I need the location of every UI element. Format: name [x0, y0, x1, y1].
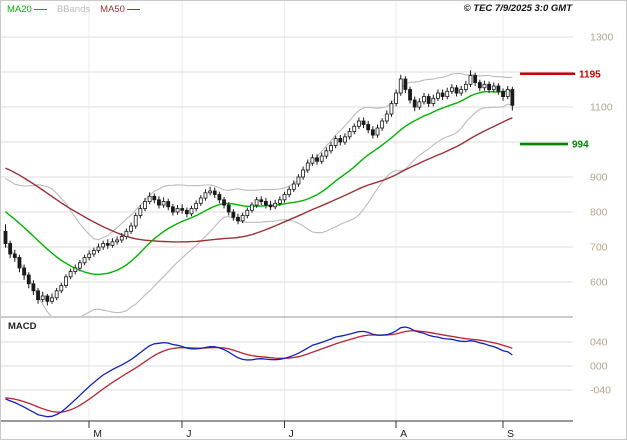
svg-text:-040: -040: [590, 385, 611, 397]
legend-item-ma20: MA20: [7, 4, 47, 15]
x-axis: [1, 316, 573, 428]
vertical-gridlines: [88, 1, 504, 421]
svg-text:800: 800: [590, 207, 608, 219]
macd-gridlines: [1, 341, 573, 391]
macd-line: [5, 326, 513, 418]
month-label: S: [507, 428, 514, 440]
legend-item-bbands: BBands: [57, 4, 90, 15]
macd-panel-label: MACD: [8, 321, 37, 332]
resistance-level-line: 1195: [520, 69, 601, 80]
ma50-line: [5, 117, 513, 243]
legend-ma50-label: MA50: [100, 4, 125, 15]
legend-bbands-label: BBands: [56, 4, 91, 15]
svg-text:1300: 1300: [590, 32, 614, 44]
ma50-legend-line: [126, 9, 140, 10]
ma20-legend-line: [33, 9, 47, 10]
svg-text:040: 040: [590, 337, 608, 349]
month-label: J: [289, 428, 294, 440]
bollinger-upper-line: [5, 72, 513, 241]
price-axis-labels: 1300 1100 900 800 700 600: [590, 32, 614, 289]
legend: MA20 BBands MA50: [7, 4, 140, 15]
support-level-line: 994: [520, 140, 589, 151]
candlestick-series: [3, 70, 515, 306]
svg-text:900: 900: [590, 172, 608, 184]
svg-text:700: 700: [590, 242, 608, 254]
price-gridlines: [1, 36, 573, 283]
legend-item-ma50: MA50: [100, 4, 140, 15]
month-label: A: [400, 428, 407, 440]
ma20-line: [5, 90, 513, 276]
svg-text:000: 000: [590, 361, 608, 373]
macd-signal-line: [5, 330, 513, 413]
macd-axis-labels: 040 000 -040: [590, 337, 611, 397]
month-label: J: [186, 428, 191, 440]
legend-ma20-label: MA20: [7, 4, 32, 15]
svg-text:600: 600: [590, 277, 608, 289]
support-level-label: 994: [572, 140, 589, 151]
month-label: M: [93, 428, 102, 440]
copyright-text: © TEC 7/9/2025 3:0 GMT: [463, 3, 572, 14]
svg-text:1100: 1100: [590, 102, 613, 114]
resistance-level-label: 1195: [579, 69, 601, 80]
bollinger-lower-line: [5, 103, 513, 316]
